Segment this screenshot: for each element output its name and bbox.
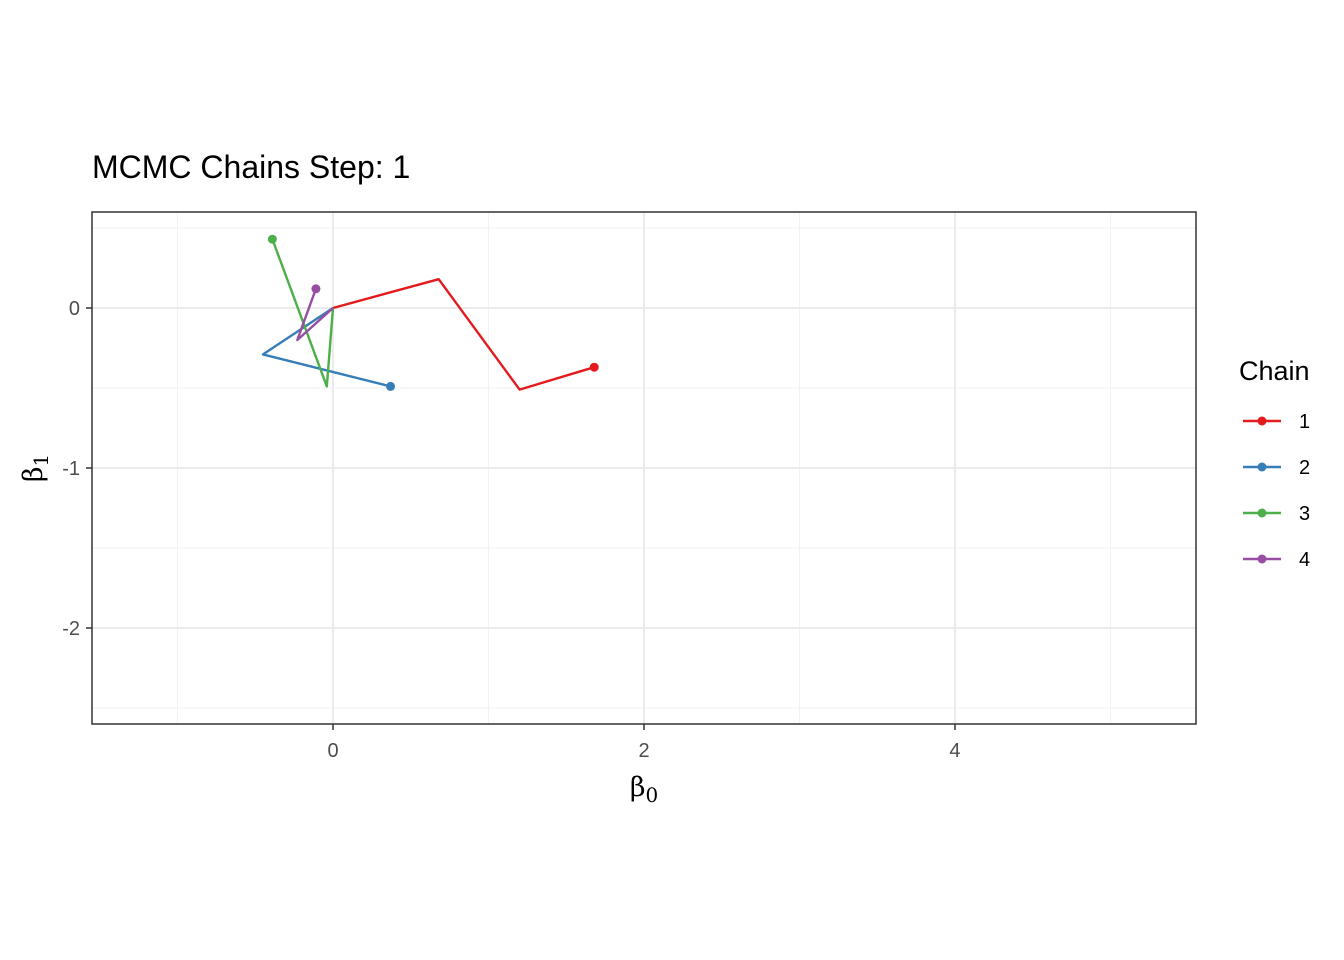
series-point-1 bbox=[589, 362, 599, 372]
legend-items: 1 2 3 4 bbox=[1243, 411, 1310, 571]
series-point-4 bbox=[311, 284, 321, 294]
y-axis-subscript: 1 bbox=[29, 454, 53, 467]
legend-key-point-2 bbox=[1257, 462, 1267, 472]
series-line-2 bbox=[261, 306, 391, 388]
x-tick-label: 0 bbox=[327, 740, 338, 762]
legend-label-2: 2 bbox=[1299, 457, 1310, 479]
y-tick-label: -2 bbox=[62, 618, 80, 640]
legend: Chain 1 2 3 4 bbox=[1239, 356, 1310, 571]
y-axis: 0 -1 -2 bbox=[62, 298, 92, 640]
chart-title: MCMC Chains Step: 1 bbox=[92, 149, 410, 185]
legend-label-3: 3 bbox=[1299, 503, 1310, 525]
y-tick-label: -1 bbox=[62, 458, 80, 480]
plot-panel bbox=[91, 211, 1197, 725]
y-axis-symbol: β bbox=[18, 467, 49, 483]
series-point-3 bbox=[267, 234, 277, 244]
legend-label-4: 4 bbox=[1299, 549, 1310, 571]
x-axis-symbol: β bbox=[630, 772, 646, 803]
legend-key-point-3 bbox=[1257, 508, 1267, 518]
series-line-1 bbox=[332, 278, 595, 391]
series-point-2 bbox=[386, 381, 396, 391]
series-line-3 bbox=[271, 238, 335, 388]
y-tick-label: 0 bbox=[69, 298, 80, 320]
x-tick-label: 4 bbox=[949, 740, 960, 762]
x-axis-title: β0 bbox=[630, 772, 658, 807]
x-axis: 0 2 4 bbox=[327, 724, 961, 762]
gridlines bbox=[92, 212, 1196, 724]
legend-title: Chain bbox=[1239, 356, 1310, 386]
series-layer bbox=[261, 234, 599, 391]
y-axis-title: β1 bbox=[18, 454, 53, 482]
x-axis-subscript: 0 bbox=[645, 783, 658, 807]
series-line-4 bbox=[296, 288, 334, 342]
y-axis-title-group: β1 bbox=[18, 454, 53, 482]
legend-key-point-4 bbox=[1257, 554, 1267, 564]
legend-key-point-1 bbox=[1257, 416, 1267, 426]
x-tick-label: 2 bbox=[638, 740, 649, 762]
legend-label-1: 1 bbox=[1299, 411, 1310, 433]
